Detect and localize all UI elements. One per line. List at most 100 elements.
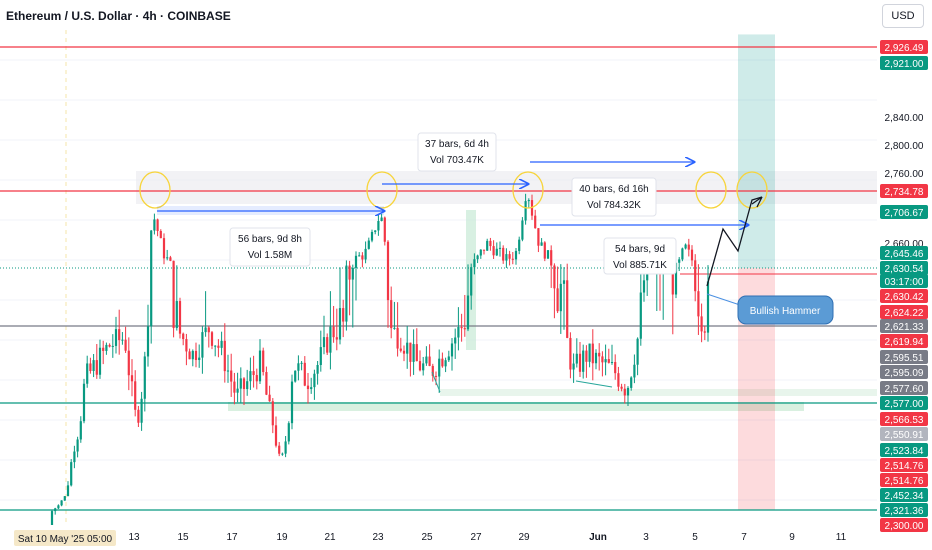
x-tick-label: 9: [789, 532, 795, 543]
candle: [540, 238, 543, 246]
candle-body: [82, 383, 86, 422]
candle-body: [121, 339, 124, 341]
candle: [108, 343, 111, 348]
candle-body: [294, 370, 297, 382]
price-label: 2,734.78: [880, 184, 928, 198]
candle: [338, 267, 342, 345]
highlight-circle: [512, 171, 544, 209]
x-tick-label: 15: [177, 532, 189, 543]
candle: [383, 216, 386, 246]
price-label-text: 2,321.36: [885, 506, 924, 517]
candle: [268, 385, 271, 402]
currency-button[interactable]: USD: [882, 4, 924, 28]
candle: [399, 337, 402, 353]
candle: [601, 351, 604, 377]
price-label: 2,800.00: [885, 141, 924, 152]
candle-body: [546, 250, 550, 259]
price-label-bg: [880, 381, 928, 395]
candle-body: [450, 343, 454, 357]
candle: [527, 198, 530, 209]
candle: [460, 313, 463, 342]
candle: [313, 369, 316, 400]
candle: [342, 299, 345, 338]
candle-body: [162, 238, 166, 259]
candle-body: [230, 370, 233, 382]
candle-body: [108, 344, 111, 347]
candle-body: [390, 300, 393, 329]
candle: [124, 326, 127, 353]
candle: [358, 252, 361, 257]
candle: [521, 217, 524, 242]
crosshair-date-label: Sat 10 May '25 05:00: [14, 530, 116, 546]
candle-body: [377, 221, 380, 231]
candle: [252, 355, 255, 388]
candle-body: [274, 425, 278, 446]
candle-body: [98, 347, 102, 375]
candle-body: [706, 281, 710, 333]
price-label: 2,921.00: [880, 56, 928, 70]
candle-body: [534, 215, 537, 229]
price-label-bg: [880, 443, 928, 457]
candle-body: [441, 358, 444, 367]
candle-body: [690, 249, 694, 261]
candle-body: [271, 401, 274, 426]
candle-body: [380, 217, 383, 222]
candle-body: [105, 344, 108, 351]
price-label-text: 2,630.42: [885, 292, 924, 303]
candle: [303, 356, 306, 387]
candle: [418, 350, 422, 372]
candle: [425, 346, 428, 366]
candle: [287, 421, 290, 445]
candle-body: [630, 377, 633, 388]
price-label-text: 2,577.00: [885, 399, 924, 410]
candle: [262, 347, 265, 376]
candle: [482, 249, 486, 255]
candle-body: [156, 219, 159, 231]
measure-label: 54 bars, 9d Vol 885.71K: [603, 237, 677, 275]
candle: [146, 304, 150, 367]
support-zone-upper: [440, 389, 877, 396]
price-label-bg: [880, 40, 928, 54]
candle: [406, 325, 409, 369]
candle-body: [559, 283, 562, 312]
candle: [137, 405, 140, 427]
candle-body: [57, 505, 60, 509]
price-label: 2,621.33: [880, 319, 928, 333]
price-label-bg: [880, 205, 928, 219]
candle: [543, 241, 546, 262]
candle: [354, 251, 358, 301]
candle: [687, 238, 690, 257]
price-label-bg: [880, 427, 928, 441]
candle: [242, 377, 246, 405]
candle-body: [278, 445, 281, 454]
candle: [422, 356, 425, 376]
price-label-bg: [880, 319, 928, 333]
candle-body: [409, 342, 412, 362]
candle-body: [633, 364, 636, 378]
candle: [617, 366, 620, 392]
candle: [345, 260, 348, 331]
candle-body: [194, 350, 198, 361]
candle: [207, 326, 210, 348]
price-label: 2,645.46: [880, 246, 928, 260]
candle-body: [236, 388, 239, 393]
candle-body: [406, 342, 409, 354]
candle-body: [438, 358, 441, 377]
candle: [626, 386, 630, 407]
x-tick-label: 5: [692, 532, 698, 543]
candle: [204, 291, 207, 337]
candle: [396, 302, 399, 357]
candle-body: [588, 343, 591, 362]
price-label: 2,630.42: [880, 289, 928, 303]
candle-body: [297, 363, 300, 371]
measure-label: 40 bars, 6d 16h Vol 784.32K: [571, 177, 657, 217]
measure-vol-text: Vol 784.32K: [587, 200, 641, 211]
candle-body: [310, 387, 313, 390]
candle-body: [527, 200, 530, 202]
price-label-bg: [880, 396, 928, 410]
candle-body: [338, 308, 342, 340]
candle-body: [639, 292, 642, 339]
candle: [514, 248, 518, 265]
price-label: 2,300.00: [880, 518, 928, 532]
